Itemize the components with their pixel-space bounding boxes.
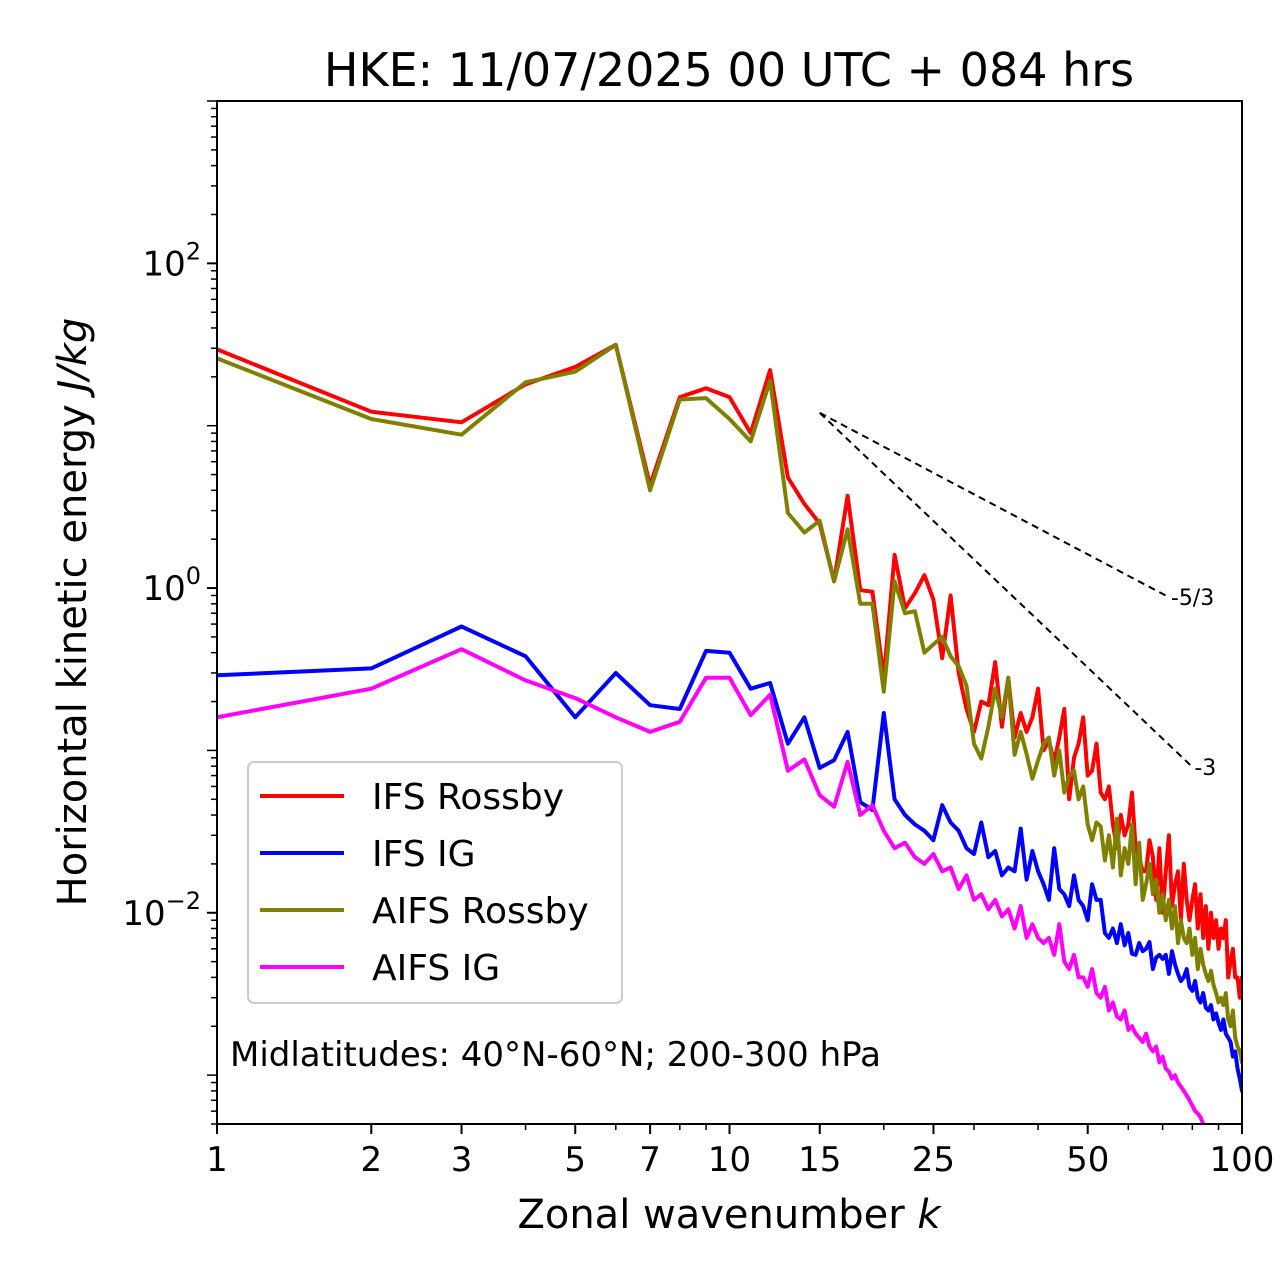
reference-line-label: -5/3: [1171, 586, 1214, 611]
legend-box: [247, 761, 623, 1004]
legend-label: AIFS Rossby: [372, 891, 589, 932]
series-group: [217, 342, 1242, 1124]
x-tick-label: 10: [708, 1140, 751, 1180]
reference-line-label: -3: [1194, 756, 1216, 781]
x-tick-label: 2: [360, 1140, 382, 1180]
series-line-aifs-rossby: [217, 342, 1242, 1065]
reference-line: [819, 411, 1170, 599]
x-tick-label: 15: [798, 1140, 841, 1180]
y-axis-label: Horizontal kinetic energy J/kg: [50, 318, 96, 907]
series-line-aifs-ig: [217, 647, 1206, 1124]
x-tick-label: 3: [451, 1140, 473, 1180]
legend-label: IFS IG: [372, 834, 476, 875]
x-tick-label: 50: [1066, 1140, 1109, 1180]
x-tick-label: 25: [912, 1140, 955, 1180]
legend-label: AIFS IG: [372, 948, 500, 989]
y-tick-label: 10−2: [122, 887, 201, 934]
reference-lines: -5/3 -3: [819, 411, 1216, 781]
reference-line: [819, 412, 1194, 768]
chart-title: HKE: 11/07/2025 00 UTC + 084 hrs: [324, 43, 1134, 97]
series-line-ifs-ig: [217, 624, 1242, 1093]
x-axis-label: Zonal wavenumber k: [517, 1192, 942, 1238]
legend-label: IFS Rossby: [372, 777, 564, 818]
x-tick-label: 1: [206, 1140, 228, 1180]
x-tick-label: 5: [564, 1140, 586, 1180]
x-tick-label: 100: [1210, 1140, 1275, 1180]
axis-ticks: 1 2 3 5 7 10 15 25 50 100 102 100 10−2: [122, 100, 1275, 1180]
plot-frame: [216, 100, 1243, 1125]
legend: IFS Rossby IFS IG AIFS Rossby AIFS IG: [247, 761, 623, 1004]
y-tick-label: 100: [142, 562, 201, 609]
region-annotation: Midlatitudes: 40°N-60°N; 200-300 hPa: [230, 1035, 881, 1075]
y-tick-label: 102: [142, 237, 201, 284]
x-tick-label: 7: [639, 1140, 661, 1180]
series-line-ifs-rossby: [217, 342, 1242, 1000]
